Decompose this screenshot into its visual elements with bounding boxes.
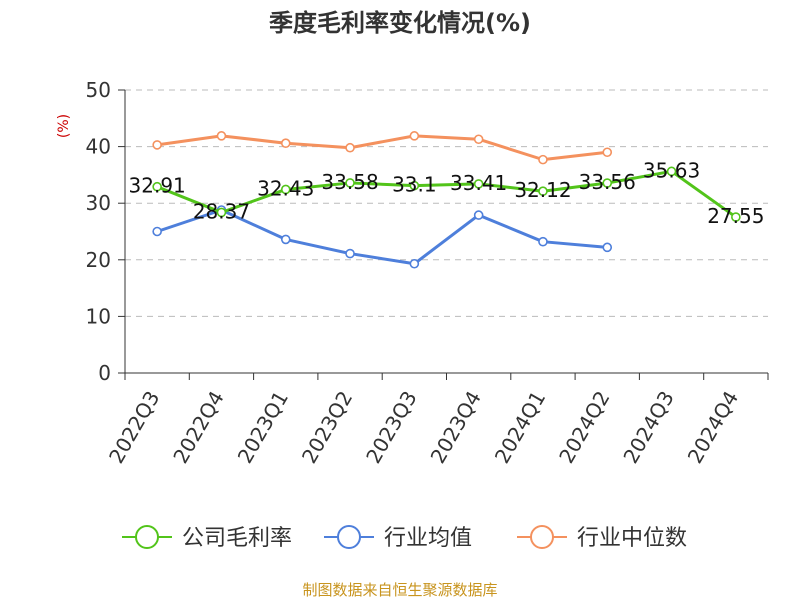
- x-tick-label: 2022Q4: [168, 387, 228, 468]
- data-point: [345, 248, 355, 259]
- chart-title: 季度毛利率变化情况(%): [269, 9, 531, 37]
- data-label: 33.56: [579, 170, 636, 194]
- y-tick-labels: 0 10 20 30 40 50: [86, 78, 111, 385]
- x-tick-label: 2024Q1: [490, 387, 550, 468]
- data-point: [409, 180, 420, 191]
- legend-label: 公司毛利率: [182, 526, 292, 551]
- y-tick-label: 0: [98, 361, 111, 385]
- data-point: [345, 142, 355, 153]
- data-point: [473, 134, 484, 145]
- grid-lines: [125, 89, 768, 317]
- data-point: [280, 184, 291, 195]
- x-tick-label: 2023Q1: [233, 387, 293, 468]
- y-tick-label: 10: [86, 304, 111, 328]
- y-tick-label: 50: [86, 78, 111, 102]
- series-line: [156, 134, 608, 162]
- legend-item[interactable]: 公司毛利率: [122, 525, 292, 551]
- y-axis-label: (%): [56, 114, 72, 138]
- legend-marker: [530, 525, 554, 549]
- data-label: 35.63: [643, 158, 700, 182]
- data-label: 32.43: [257, 176, 314, 200]
- legend-item[interactable]: 行业均值: [324, 525, 472, 551]
- data-label: 33.58: [321, 170, 378, 194]
- data-label: 32.12: [514, 178, 571, 202]
- data-point: [473, 179, 484, 189]
- legend-label: 行业均值: [384, 526, 472, 551]
- y-tick-label: 20: [86, 248, 111, 272]
- y-tick-label: 40: [86, 135, 111, 159]
- data-label: 32.91: [129, 174, 186, 198]
- data-point: [538, 154, 548, 165]
- x-tick-labels: 2022Q3 2022Q4 2023Q1 2023Q2 2023Q3 2023Q4 2024…: [104, 387, 743, 468]
- x-tick-label: 2024Q3: [618, 387, 678, 468]
- data-point: [602, 178, 613, 188]
- data-point: [409, 131, 420, 141]
- legend-marker: [135, 525, 159, 549]
- data-point: [602, 147, 613, 158]
- x-tick-label: 2022Q3: [104, 387, 164, 468]
- legend: 公司毛利率 行业均值 行业中位数: [122, 525, 687, 551]
- x-tick-label: 2023Q4: [426, 387, 486, 468]
- legend-marker: [337, 525, 361, 549]
- source-note: 制图数据来自恒生聚源数据库: [302, 581, 497, 599]
- data-point: [409, 258, 420, 269]
- data-label: 33.1: [392, 173, 437, 197]
- series-line: [156, 169, 737, 219]
- legend-item[interactable]: 行业中位数: [517, 525, 687, 551]
- data-point: [216, 131, 227, 141]
- data-point: [152, 226, 162, 237]
- data-point: [538, 186, 548, 197]
- data-point: [280, 138, 291, 149]
- y-tick-label: 30: [86, 191, 111, 215]
- data-point: [345, 178, 355, 188]
- legend-label: 行业中位数: [577, 526, 687, 551]
- series-line: [156, 208, 608, 266]
- data-point: [731, 212, 741, 222]
- x-tick-label: 2023Q3: [361, 387, 421, 468]
- x-tick-label: 2023Q2: [297, 387, 357, 468]
- data-point: [602, 242, 613, 253]
- data-point: [538, 236, 548, 247]
- axes: [118, 89, 769, 380]
- x-tick-label: 2024Q4: [683, 387, 743, 468]
- series-lines: [152, 131, 741, 269]
- data-point: [280, 234, 291, 245]
- x-tick-label: 2024Q2: [554, 387, 614, 468]
- data-point: [473, 210, 484, 220]
- data-point: [216, 207, 227, 218]
- data-label: 27.55: [707, 204, 764, 228]
- data-point: [152, 140, 162, 150]
- data-labels: 32.91 28.37 32.43 33.58 33.1 33.41 32.12 33.56 3…: [129, 158, 765, 228]
- data-point: [666, 166, 677, 177]
- data-label: 33.41: [450, 171, 507, 195]
- data-label: 28.37: [193, 199, 250, 223]
- data-point: [152, 181, 162, 192]
